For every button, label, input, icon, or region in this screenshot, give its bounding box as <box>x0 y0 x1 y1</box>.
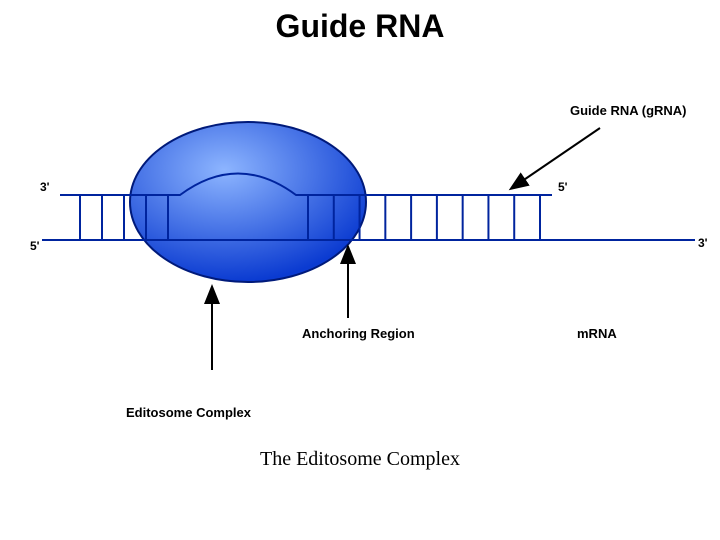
main-title: Guide RNA <box>0 8 720 45</box>
arrow-to-grna <box>512 128 600 188</box>
editosome-diagram <box>0 70 720 430</box>
label-5prime-top: 5' <box>558 180 568 194</box>
label-5prime-bottom: 5' <box>30 239 40 253</box>
label-editosome: Editosome Complex <box>126 405 251 420</box>
label-3prime-bottom: 3' <box>698 236 708 250</box>
label-mrna: mRNA <box>577 326 617 341</box>
label-3prime-top: 3' <box>40 180 50 194</box>
label-anchoring: Anchoring Region <box>302 326 415 341</box>
figure-caption: The Editosome Complex <box>0 448 720 471</box>
editosome-shape <box>130 122 366 282</box>
label-guide-rna: Guide RNA (gRNA) <box>570 103 687 118</box>
